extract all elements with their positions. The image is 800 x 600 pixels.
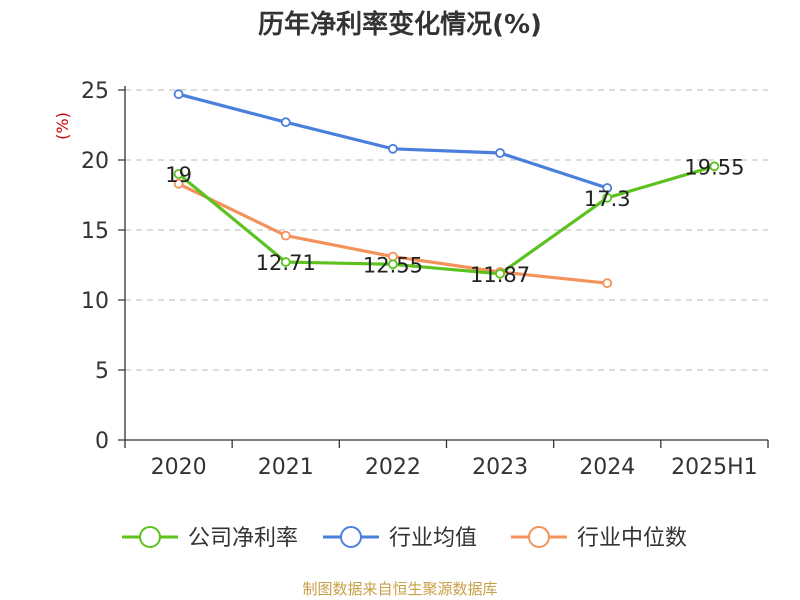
data-label: 19 <box>165 163 192 187</box>
data-point <box>602 192 613 203</box>
data-point <box>495 148 505 158</box>
data-point <box>495 268 505 279</box>
data-point <box>709 161 720 172</box>
y-tick-label: 20 <box>81 149 109 174</box>
legend-marker <box>340 526 362 548</box>
legend-label: 行业均值 <box>389 526 477 551</box>
y-tick-label: 5 <box>95 359 109 384</box>
data-point <box>280 257 291 267</box>
data-point <box>388 259 398 270</box>
data-label: 12.71 <box>256 251 316 275</box>
data-point <box>602 183 613 193</box>
data-label: 12.55 <box>363 253 423 277</box>
legend-label: 公司净利率 <box>188 526 298 551</box>
data-point <box>173 169 184 179</box>
y-axis-label: (%) <box>53 112 72 140</box>
y-tick-label: 10 <box>81 289 109 314</box>
x-tick-label: 2021 <box>258 455 314 480</box>
chart-title: 历年净利率变化情况(%) <box>258 10 542 40</box>
x-tick-label: 2024 <box>579 455 635 480</box>
series-line-0 <box>177 164 715 276</box>
x-tick-label: 2022 <box>365 455 421 480</box>
legend-marker <box>139 526 161 548</box>
data-point <box>280 117 291 128</box>
data-point <box>280 230 291 241</box>
x-tick-label: 2025H1 <box>671 455 758 480</box>
data-label: 19.55 <box>684 155 744 179</box>
x-tick-label: 2023 <box>472 455 528 480</box>
data-point <box>602 278 613 289</box>
data-point <box>173 178 184 189</box>
data-point <box>388 143 398 154</box>
y-tick-label: 0 <box>95 429 109 454</box>
data-label: 17.3 <box>584 187 631 211</box>
data-source-footer: 制图数据来自恒生聚源数据库 <box>302 580 498 598</box>
series-line-1 <box>178 92 608 190</box>
y-tick-label: 25 <box>81 79 109 104</box>
x-tick-label: 2020 <box>151 455 207 480</box>
legend-label: 行业中位数 <box>577 526 687 551</box>
y-tick-label: 15 <box>81 219 109 244</box>
data-label: 11.87 <box>470 263 530 287</box>
data-point <box>173 89 184 100</box>
legend-marker <box>528 526 550 548</box>
